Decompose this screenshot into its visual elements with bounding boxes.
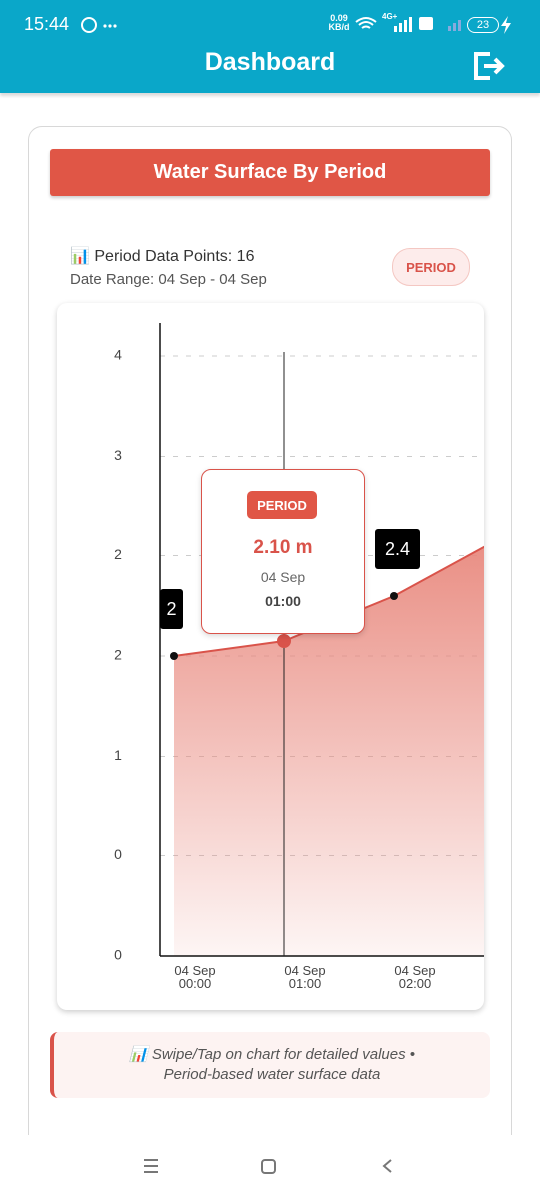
value-label: 2.4 (385, 539, 410, 559)
logout-button[interactable] (472, 49, 506, 83)
tooltip-value: 2.10 m (253, 537, 313, 558)
lte-icons (419, 17, 461, 31)
home-button[interactable] (261, 1159, 276, 1174)
footer-note: 📊 Swipe/Tap on chart for detailed values… (128, 1046, 416, 1083)
nav-bar (0, 1135, 540, 1200)
network-speed: 0.09 KB/d (328, 13, 350, 32)
app-bar: Dashboard (0, 46, 540, 93)
tooltip-time: 01:00 (265, 593, 301, 609)
y-tick-label: 2 (114, 546, 122, 562)
point (170, 652, 178, 660)
point (390, 592, 398, 600)
header-title: Dashboard (204, 48, 336, 76)
card-title: Water Surface By Period (50, 149, 490, 196)
selected-point (277, 634, 291, 648)
x-tick-label: 04 Sep 01:00 (284, 963, 326, 991)
tooltip-date: 04 Sep (260, 569, 306, 585)
y-tick-label: 2 (114, 647, 122, 663)
y-tick-label: 0 (114, 846, 122, 862)
value-label-box (160, 589, 183, 629)
footer-note-box: 📊 Swipe/Tap on chart for detailed values… (50, 1032, 490, 1098)
tooltip-badge: PERIOD (247, 491, 317, 519)
y-tick-label: 3 (114, 447, 122, 463)
time: 15:44 (24, 14, 70, 34)
y-tick-label: 1 (114, 747, 122, 763)
menu-button[interactable] (144, 1159, 158, 1173)
points-info: 📊 Period Data Points: 16 (70, 248, 255, 265)
period-badge[interactable]: PERIOD (392, 248, 470, 286)
y-tick-label: 0 (114, 947, 122, 963)
charging-icon (501, 16, 511, 34)
value-label-box (375, 529, 420, 569)
x-tick-label: 04 Sep 02:00 (394, 963, 436, 991)
back-button[interactable] (382, 1159, 392, 1173)
battery: 23 (467, 17, 499, 33)
area (174, 546, 484, 956)
tooltip: PERIOD 2.10 m 04 Sep 01:00 (201, 469, 365, 634)
signal-icons (355, 17, 412, 32)
status-bar: 15:44 0.09 KB/d 4G+ 23 (0, 0, 540, 46)
network-type: 4G+ (382, 12, 398, 21)
value-label: 2 (166, 599, 176, 619)
date-range: Date Range: 04 Sep - 04 Sep (70, 271, 267, 288)
status-icons (81, 17, 117, 33)
x-tick-label: 04 Sep 00:00 (174, 963, 216, 991)
y-tick-label: 4 (114, 347, 122, 363)
chart[interactable]: 0 0 1 2 2 3 4 2 2.4 (57, 303, 484, 1010)
